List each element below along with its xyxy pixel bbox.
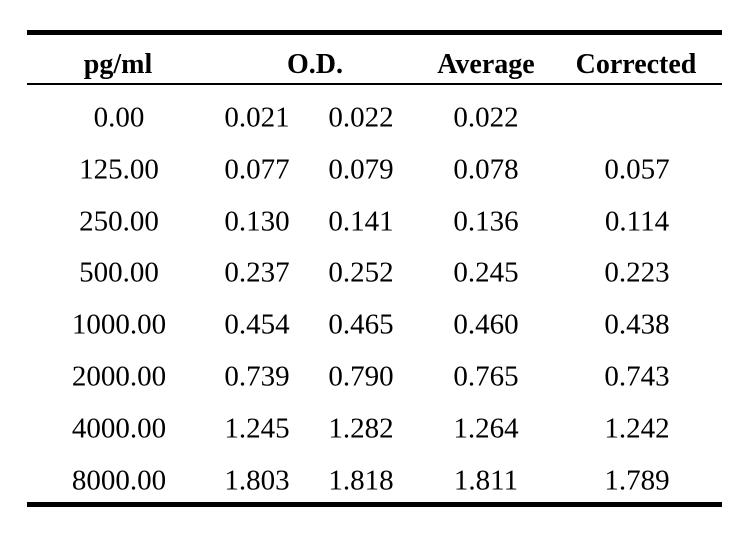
table-header-rule	[27, 83, 722, 85]
cell-average: 0.460	[453, 308, 519, 341]
cell-average: 1.811	[453, 464, 519, 497]
cell-od-2: 0.079	[328, 153, 394, 186]
cell-corrected: 0.223	[604, 256, 670, 289]
cell-od-1: 1.803	[224, 464, 290, 497]
cell-pgml: 1000.00	[71, 308, 167, 341]
cell-od-2: 0.141	[328, 205, 394, 238]
cell-corrected: 1.789	[604, 464, 670, 497]
header-average: Average	[437, 49, 535, 80]
cell-od-1: 0.077	[224, 153, 290, 186]
cell-od-2: 0.790	[328, 360, 394, 393]
cell-average: 0.245	[453, 256, 519, 289]
cell-average: 0.022	[453, 101, 519, 134]
cell-pgml: 125.00	[79, 153, 159, 186]
cell-od-2: 1.818	[328, 464, 394, 497]
cell-corrected: 0.438	[604, 308, 670, 341]
cell-average: 0.136	[453, 205, 519, 238]
cell-pgml: 2000.00	[71, 360, 167, 393]
cell-average: 0.765	[453, 360, 519, 393]
cell-corrected: 0.057	[604, 153, 670, 186]
cell-od-1: 1.245	[224, 412, 290, 445]
cell-od-1: 0.739	[224, 360, 290, 393]
cell-average: 1.264	[453, 412, 519, 445]
cell-corrected: 0.743	[604, 360, 670, 393]
cell-corrected: 0.114	[604, 205, 670, 238]
cell-pgml: 250.00	[79, 205, 159, 238]
cell-od-2: 0.022	[328, 101, 394, 134]
cell-od-1: 0.130	[224, 205, 290, 238]
header-corrected: Corrected	[575, 49, 697, 80]
header-od: O.D.	[287, 49, 343, 80]
cell-od-1: 0.237	[224, 256, 290, 289]
cell-od-1: 0.454	[224, 308, 290, 341]
cell-pgml: 500.00	[79, 256, 159, 289]
cell-pgml: 0.00	[93, 101, 145, 134]
cell-od-2: 0.252	[328, 256, 394, 289]
cell-od-2: 1.282	[328, 412, 394, 445]
cell-od-2: 0.465	[328, 308, 394, 341]
table-top-rule	[27, 30, 722, 35]
cell-average: 0.078	[453, 153, 519, 186]
cell-pgml: 8000.00	[71, 464, 167, 497]
table-bottom-rule	[27, 502, 722, 507]
cell-pgml: 4000.00	[71, 412, 167, 445]
cell-corrected: 1.242	[604, 412, 670, 445]
header-pgml: pg/ml	[83, 49, 153, 80]
cell-od-1: 0.021	[224, 101, 290, 134]
